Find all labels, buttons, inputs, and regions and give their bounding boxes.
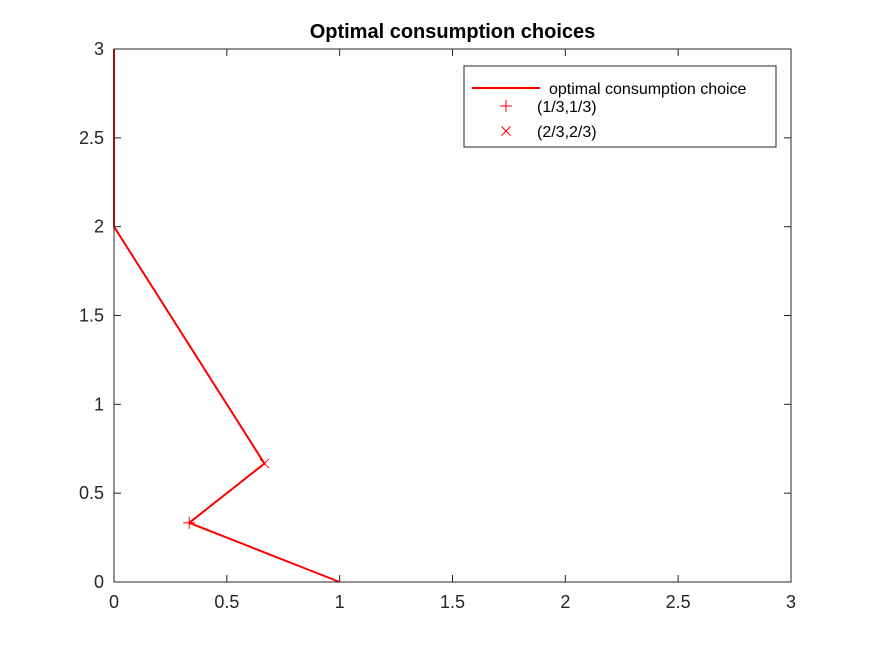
legend-label: (1/3,1/3) xyxy=(537,99,597,116)
x-tick-label: 1.5 xyxy=(440,592,465,612)
y-tick-label: 2.5 xyxy=(79,128,104,148)
x-tick-label: 0 xyxy=(109,592,119,612)
x-tick-label: 2 xyxy=(560,592,570,612)
cross-marker-b xyxy=(501,126,511,136)
x-tick-label: 2.5 xyxy=(666,592,691,612)
legend-label: (2/3,2/3) xyxy=(537,124,597,141)
y-tick-label: 1.5 xyxy=(79,306,104,326)
cross-data-marker xyxy=(259,458,270,469)
legend: optimal consumption choice(1/3,1/3) (2/3,… xyxy=(463,65,777,148)
x-tick-label: 3 xyxy=(786,592,796,612)
y-tick-label: 2 xyxy=(94,217,104,237)
x-tick-label: 1 xyxy=(335,592,345,612)
x-tick-label: 0.5 xyxy=(214,592,239,612)
legend-cross-sample xyxy=(501,126,511,136)
plus-data-marker xyxy=(183,516,196,529)
y-tick-label: 0.5 xyxy=(79,483,104,503)
tick-labels-group: 0 0.5 1 1.5 2 2.5 3 0 0.5 1 1.5 2 2.5 3 xyxy=(79,39,796,612)
legend-plus-sample xyxy=(500,100,512,112)
cross-marker-b xyxy=(259,458,270,469)
legend-box xyxy=(463,65,777,148)
axes-box xyxy=(113,48,792,583)
chart-title: Optimal consumption choices xyxy=(310,21,596,43)
y-tick-label: 0 xyxy=(94,572,104,592)
legend-label: optimal consumption choice xyxy=(549,81,747,98)
y-tick-label: 1 xyxy=(94,394,104,414)
y-tick-label: 3 xyxy=(94,39,104,59)
